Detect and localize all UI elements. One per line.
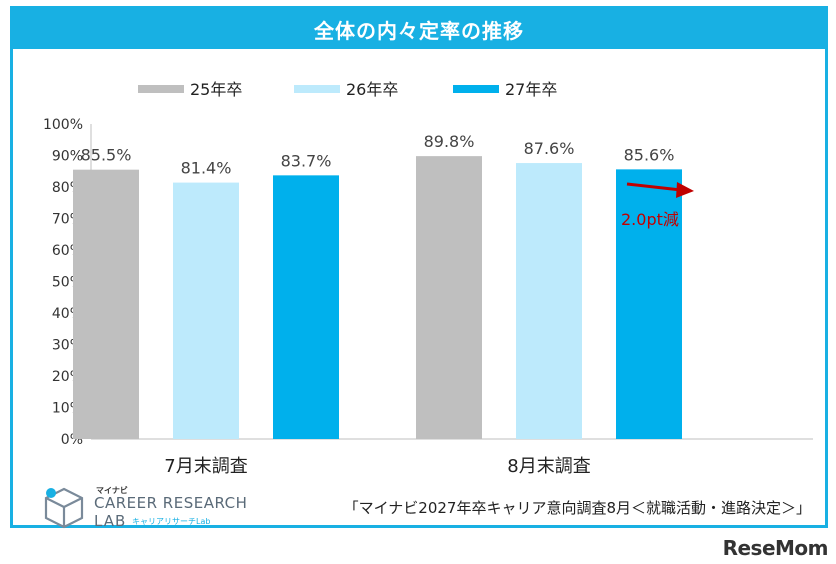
data-label: 85.5% [81,146,132,165]
bar [273,175,339,439]
chart-title: 全体の内々定率の推移 [13,9,825,49]
decrease-arrow-head [676,182,694,198]
data-label: 87.6% [524,139,575,158]
bar [173,182,239,439]
logo-text-line1: CAREER RESEARCH [94,494,248,512]
bar-chart: 25年卒 26年卒 27年卒 0%10%20%30%40%50%60%70%80%9… [43,80,813,477]
legend-label: 26年卒 [346,80,398,99]
data-label: 89.8% [424,132,475,151]
bar [616,169,682,440]
legend-swatch [294,85,340,93]
logo-subtext: キャリアリサーチLab [132,517,211,526]
data-label: 81.4% [181,159,232,178]
x-category-label: 8月末調査 [507,456,590,477]
logo-kana: マイナビ [96,486,128,495]
decrease-arrow [626,182,682,192]
resemom-watermark: ReseMom [722,536,829,560]
cube-logo-icon [44,487,84,529]
data-label: 85.6% [624,145,675,164]
legend: 25年卒 26年卒 27年卒 [138,80,557,99]
bar [73,169,139,440]
legend-label: 25年卒 [190,80,242,99]
decrease-annotation: 2.0pt減 [621,210,679,229]
legend-swatch [138,85,184,93]
legend-label: 27年卒 [505,80,557,99]
career-research-lab-logo: マイナビ CAREER RESEARCH LAB キャリアリサーチLab [40,483,247,531]
chart-frame: 全体の内々定率の推移 25年卒 26年卒 27年卒 0% 10% 20% 30% 40% 50… [10,6,828,531]
bar [516,163,582,439]
data-label: 83.7% [281,151,332,170]
y-tick-label: 90% [52,149,83,165]
source-note: 「マイナビ2027年卒キャリア意向調査8月＜就職活動・進路決定＞」 [343,499,811,517]
x-category-label: 7月末調査 [164,456,247,477]
legend-swatch [453,85,499,93]
y-tick-label: 100% [43,117,83,133]
plot-area: 0%10%20%30%40%50%60%70%80%90%100%85.5%89… [43,117,813,477]
bar [416,156,482,439]
logo-text-line2: LAB [94,512,127,530]
